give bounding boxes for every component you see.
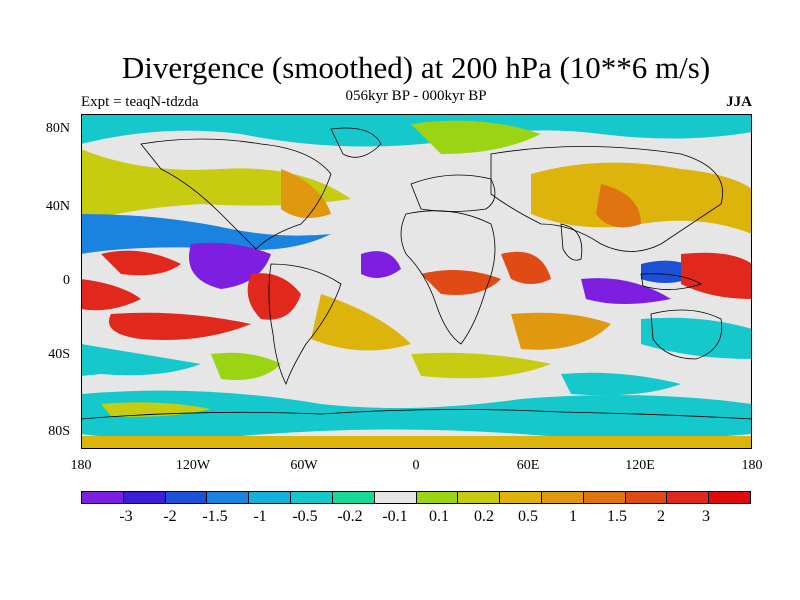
coastlines [81,127,752,420]
asia-coast [490,146,723,252]
colorbar-cell [416,492,459,503]
colorbar-label: -1 [253,508,267,525]
colorbar-cell [500,492,542,503]
colorbar-label: 0.1 [429,508,449,525]
x-tick-label: 120W [175,458,211,473]
africa-coast [400,210,496,345]
y-tick-label: 40S [48,347,70,362]
south-america-coast [268,263,342,386]
colorbar-cell [458,492,501,503]
x-tick-label: 180 [741,458,763,473]
colorbar-cell [249,492,292,503]
colorbar-cell [82,492,124,503]
colorbar-cell [207,492,250,503]
colorbar-cell [165,492,208,503]
australia-coast [650,309,723,360]
colorbar-cell [374,492,417,503]
colorbar-cell [291,492,333,503]
colorbar-label: 0.5 [518,508,538,525]
colorbar-label: 1 [569,508,577,525]
colorbar-cell [583,492,626,503]
y-tick-label: 40N [45,199,70,214]
antarctica-coast [81,409,752,420]
colorbar-label: -0.5 [292,508,318,525]
colorbar-label: 2 [657,508,665,525]
colorbar-cell [541,492,584,503]
x-tick-label: 60E [516,458,540,473]
map-frame [81,114,752,449]
x-tick-label: 60W [290,458,318,473]
colorbar-label: 0.2 [474,508,494,525]
contour-fields [81,114,752,449]
y-tick-label: 80S [48,424,70,439]
chart-title: Divergence (smoothed) at 200 hPa (10**6 … [121,50,711,85]
x-tick-label: 0 [412,458,420,473]
colorbar-label: -2 [163,508,177,525]
colorbar-label: -0.2 [337,508,363,525]
x-tick-label: 120E [625,458,655,473]
colorbar-label: -3 [119,508,133,525]
india-coast [560,223,583,261]
season-label: JJA [726,94,752,110]
north-america-coast [140,138,332,250]
colorbar-cell [123,492,166,503]
y-tick-label: 0 [63,273,70,288]
colorbar-label: -1.5 [202,508,228,525]
x-tick-label: 180 [70,458,92,473]
colorbar-cell [625,492,668,503]
y-tick-label: 80N [45,121,70,136]
colorbar-cell [667,492,710,503]
experiment-label: Expt = teaqN-tdzda [81,94,199,110]
colorbar-label: -0.1 [382,508,408,525]
colorbar-cell [332,492,375,503]
colorbar [81,491,751,504]
chart-subtitle: 056kyr BP - 000kyr BP [345,88,487,104]
indonesia-coast [640,273,702,290]
divergence-map [81,114,752,449]
colorbar-cell [709,492,750,503]
greenland-coast [330,127,382,158]
colorbar-label: 1.5 [607,508,627,525]
colorbar-label: 3 [702,508,710,525]
